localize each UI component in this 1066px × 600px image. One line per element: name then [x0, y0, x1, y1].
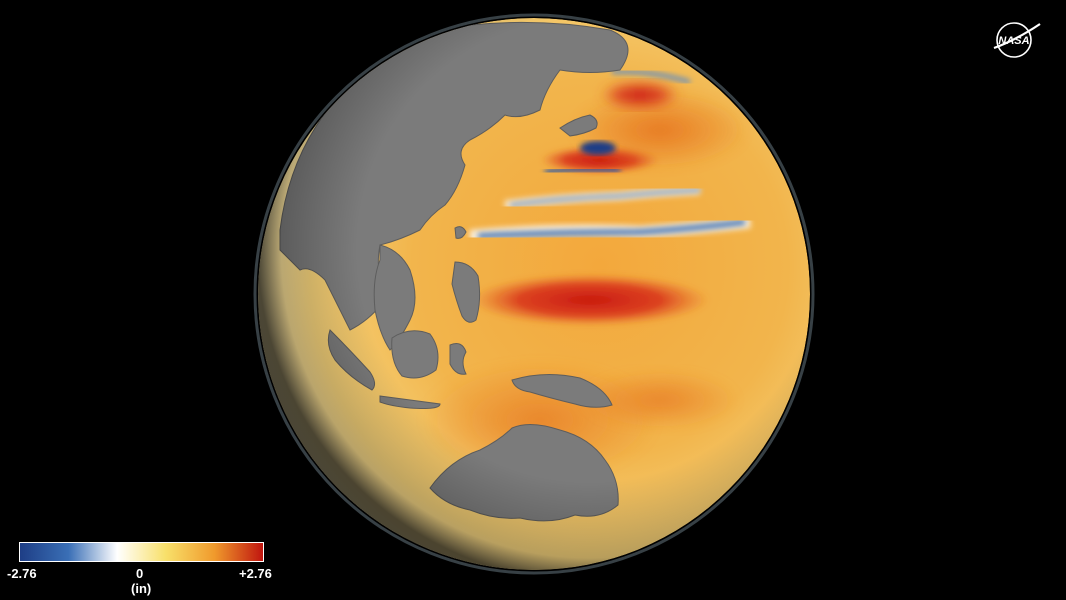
legend-mid-label: 0: [136, 566, 144, 581]
nasa-logo-ring: [996, 22, 1032, 58]
globe-shading: [258, 18, 810, 570]
legend-colorbar: [19, 542, 264, 562]
legend-max-label: +2.76: [239, 566, 272, 581]
nasa-logo: NASA: [993, 22, 1041, 58]
legend-unit-label: (in): [131, 581, 152, 596]
globe-limb-glow: [253, 13, 815, 575]
nasa-logo-text: NASA: [998, 35, 1029, 47]
nasa-logo-swoosh: [993, 23, 1041, 50]
legend-min-label: -2.76: [7, 566, 37, 581]
